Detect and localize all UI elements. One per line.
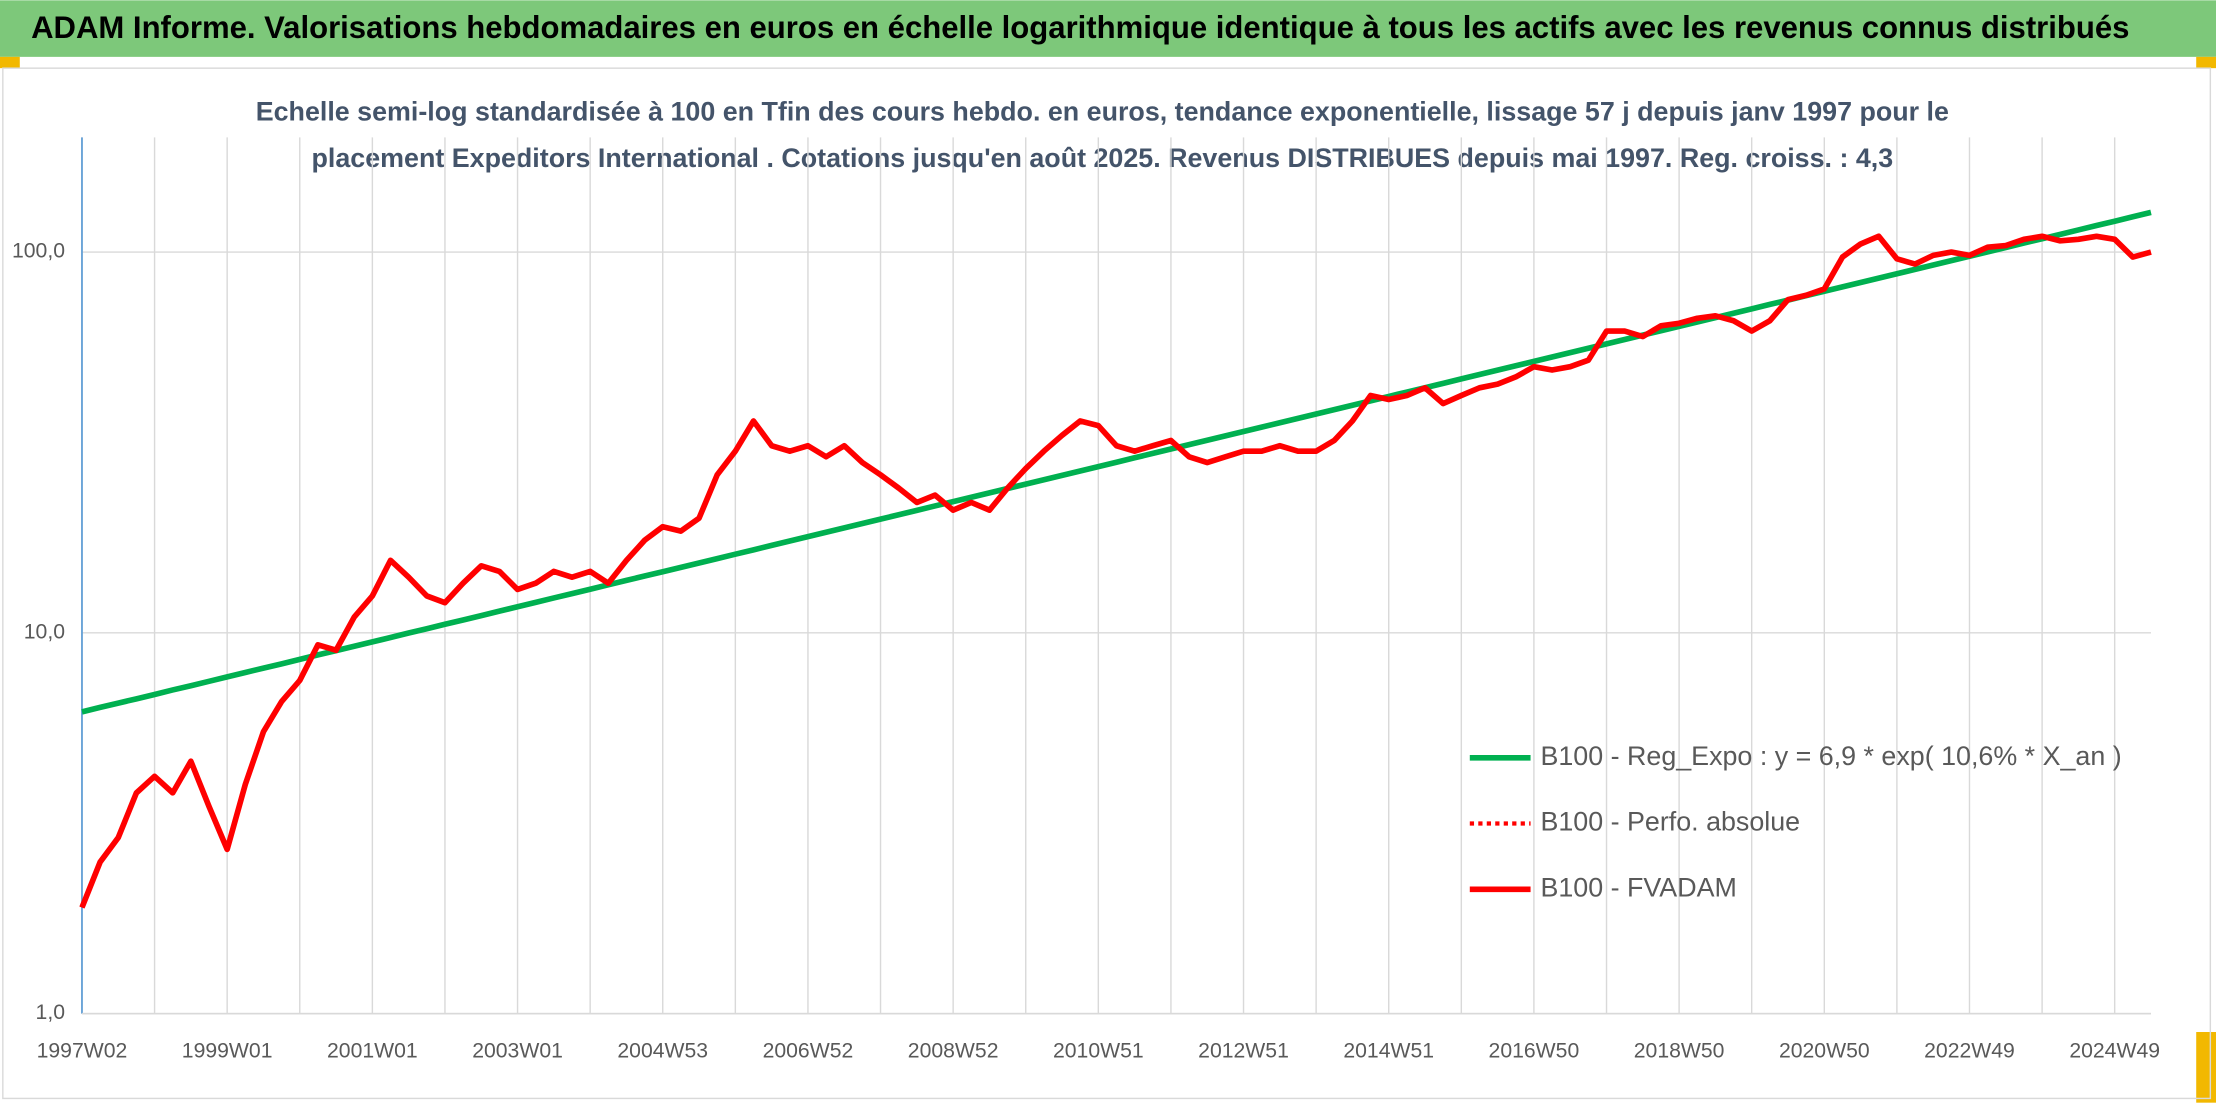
x-tick-label: 2001W01 xyxy=(327,1039,418,1062)
x-tick-label: 2012W51 xyxy=(1198,1039,1289,1062)
corner xyxy=(0,56,20,69)
legend-label: B100 - FVADAM xyxy=(1540,872,1736,902)
x-tick-label: 2020W50 xyxy=(1779,1039,1870,1062)
x-tick-label: 2022W49 xyxy=(1924,1039,2015,1062)
x-tick-label: 2010W51 xyxy=(1053,1039,1144,1062)
legend-label: B100 - Perfo. absolue xyxy=(1540,807,1800,837)
series-line xyxy=(79,233,2152,909)
x-tick-label: 2006W52 xyxy=(763,1039,854,1062)
x-tick-label: 2004W53 xyxy=(617,1039,708,1062)
x-tick-label: 2016W50 xyxy=(1489,1039,1580,1062)
x-tick-label: 2014W51 xyxy=(1343,1039,1434,1062)
header-band xyxy=(0,0,2216,57)
corner xyxy=(2196,1032,2216,1103)
corner xyxy=(2196,56,2216,69)
chart-frame xyxy=(2,67,2212,1100)
x-tick-label: 2018W50 xyxy=(1634,1039,1725,1062)
x-tick-label: 2024W49 xyxy=(2069,1039,2160,1062)
x-tick-label: 2003W01 xyxy=(472,1039,563,1062)
x-tick-label: 1997W02 xyxy=(37,1039,128,1062)
legend-label: B100 - Reg_Expo : y = 6,9 * exp( 10,6% *… xyxy=(1540,741,2121,771)
x-tick-label: 1999W01 xyxy=(182,1039,273,1062)
y-tick-label: 10,0 xyxy=(24,620,65,643)
chart-subtitle: placement Expeditors International . Cot… xyxy=(312,143,1894,173)
x-tick-label: 2008W52 xyxy=(908,1039,999,1062)
y-tick-label: 100,0 xyxy=(12,240,65,263)
chart-subtitle: Echelle semi-log standardisée à 100 en T… xyxy=(256,96,1949,126)
chart-title: ADAM Informe. Valorisations hebdomadaire… xyxy=(31,10,2129,45)
y-tick-label: 1,0 xyxy=(36,1001,65,1024)
